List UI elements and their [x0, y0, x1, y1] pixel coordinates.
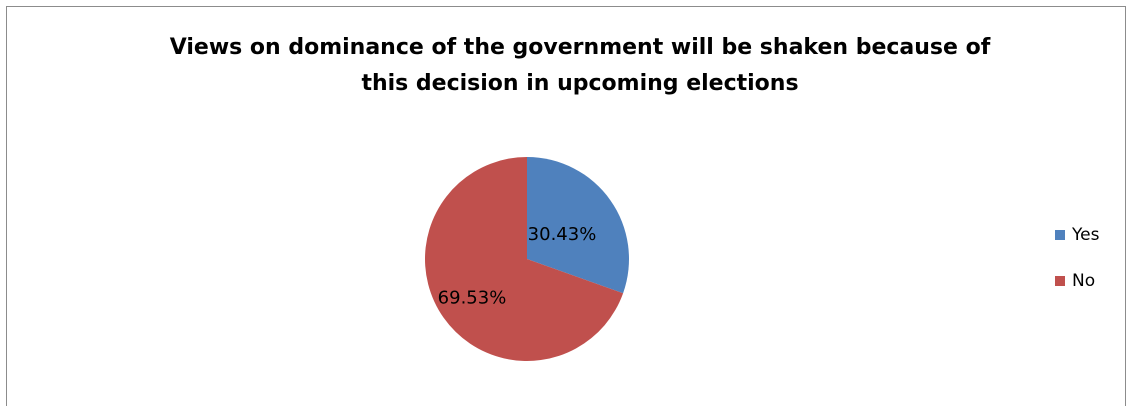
legend-label-no: No — [1072, 271, 1096, 291]
legend-item-no: No — [1055, 270, 1099, 292]
legend-label-yes: Yes — [1072, 225, 1100, 245]
chart-title: Views on dominance of the government wil… — [0, 30, 1131, 102]
chart-title-line-1: Views on dominance of the government wil… — [169, 35, 991, 60]
pie-labels: 30.43% 69.53% — [438, 224, 597, 309]
data-label-no: 69.53% — [438, 287, 507, 308]
chart-title-line-2: this decision in upcoming elections — [361, 71, 799, 96]
pie-slices — [425, 157, 629, 361]
legend-item-yes: Yes — [1055, 224, 1099, 246]
data-label-yes: 30.43% — [528, 224, 597, 245]
pie-slice-yes — [527, 157, 629, 294]
pie-slice-no — [425, 157, 624, 361]
legend-swatch-no — [1055, 276, 1065, 286]
legend-swatch-yes — [1055, 230, 1065, 240]
legend: Yes No — [1055, 224, 1099, 316]
